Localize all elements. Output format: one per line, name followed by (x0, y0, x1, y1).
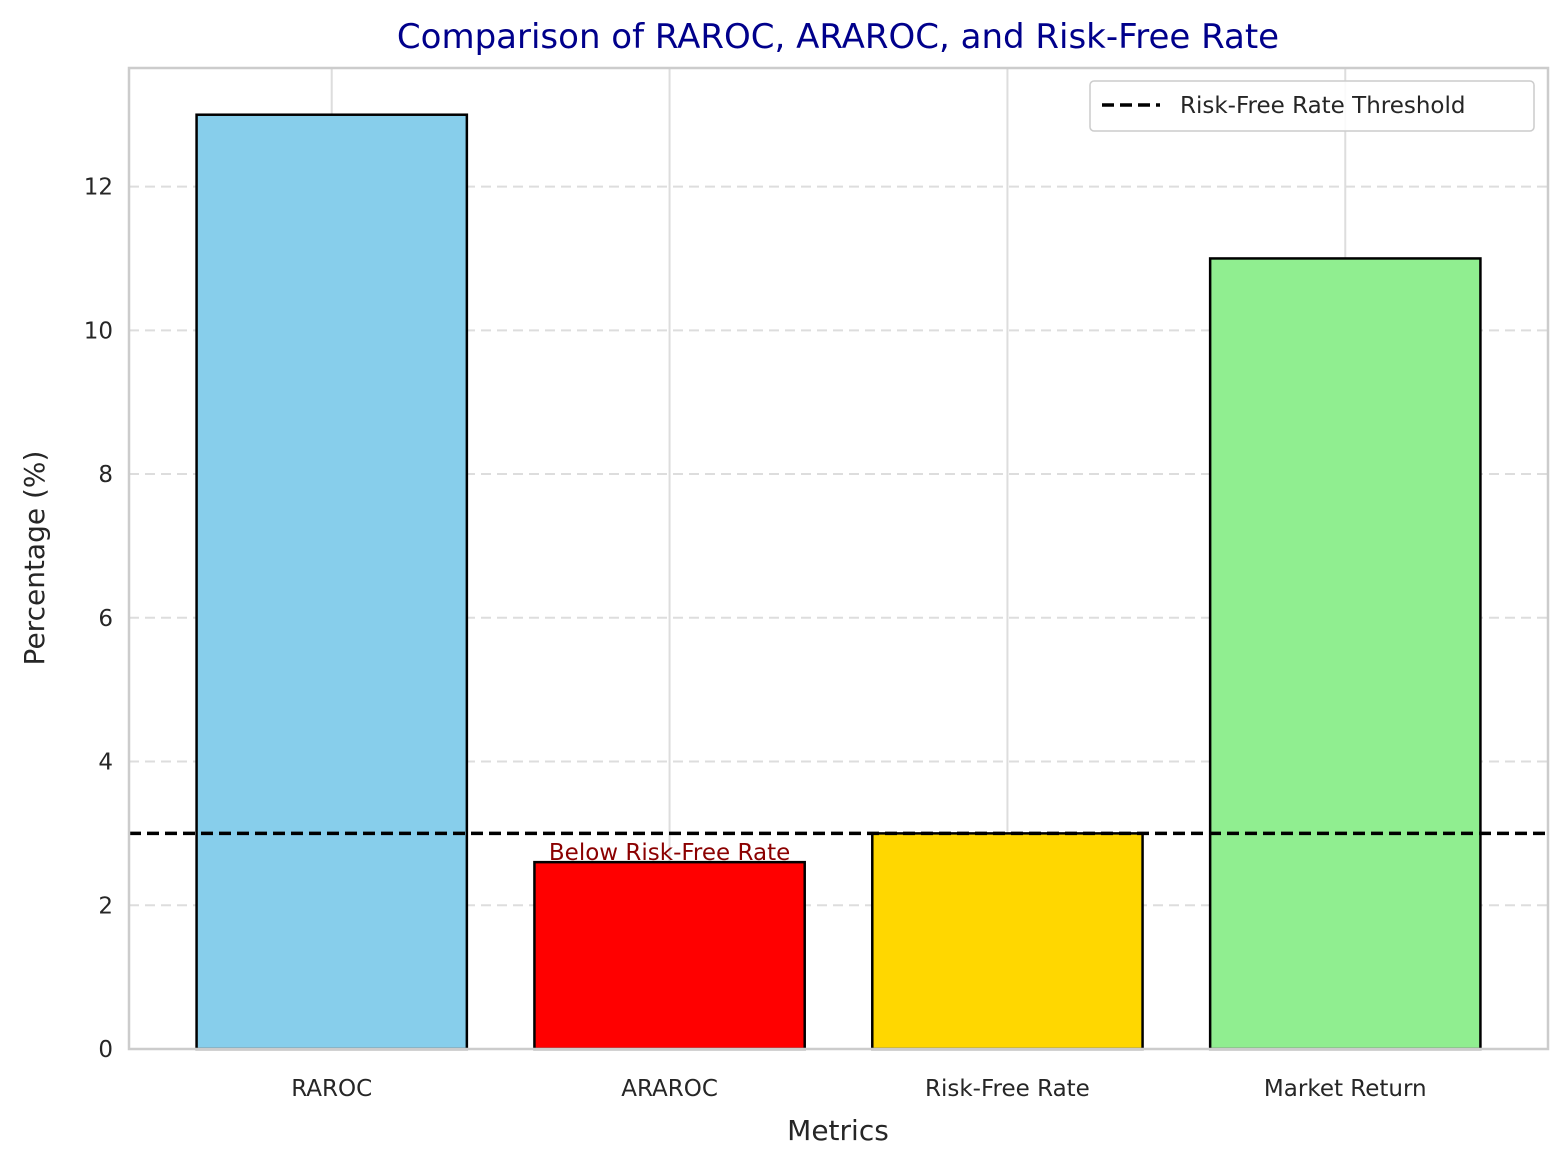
bar-araroc (533, 860, 806, 1051)
y-tick-label: 4 (98, 750, 113, 776)
legend-box (1089, 80, 1535, 132)
y-tick-label: 10 (84, 318, 113, 344)
bar-market-return (1208, 257, 1482, 1051)
below-risk-free-annotation: Below Risk-Free Rate (549, 840, 790, 866)
x-tick-label: Risk-Free Rate (925, 1076, 1090, 1102)
y-tick-label: 12 (84, 175, 113, 201)
plot-frame (127, 66, 1550, 1051)
x-ticks: RAROC ARAROC Risk-Free Rate Market Return (291, 1076, 1426, 1102)
bar-risk-free-rate (871, 832, 1144, 1051)
bar-raroc (195, 113, 469, 1051)
legend: Risk-Free Rate Threshold (1089, 80, 1535, 132)
y-tick-label: 0 (98, 1037, 113, 1063)
y-tick-label: 2 (98, 893, 113, 919)
x-tick-label: ARAROC (621, 1076, 718, 1102)
y-axis-title: Percentage (%) (18, 451, 51, 666)
y-tick-label: 6 (98, 606, 113, 632)
x-tick-label: Market Return (1264, 1076, 1427, 1102)
chart-title: Comparison of RAROC, ARAROC, and Risk-Fr… (397, 17, 1279, 57)
legend-threshold-label: Risk-Free Rate Threshold (1180, 93, 1466, 119)
bars (195, 113, 1482, 1051)
x-axis-title: Metrics (787, 1114, 889, 1147)
y-ticks: 0 2 4 6 8 10 12 (84, 175, 113, 1063)
y-tick-label: 8 (98, 462, 113, 488)
x-tick-label: RAROC (291, 1076, 372, 1102)
annotation-layer: Below Risk-Free Rate (549, 840, 790, 866)
